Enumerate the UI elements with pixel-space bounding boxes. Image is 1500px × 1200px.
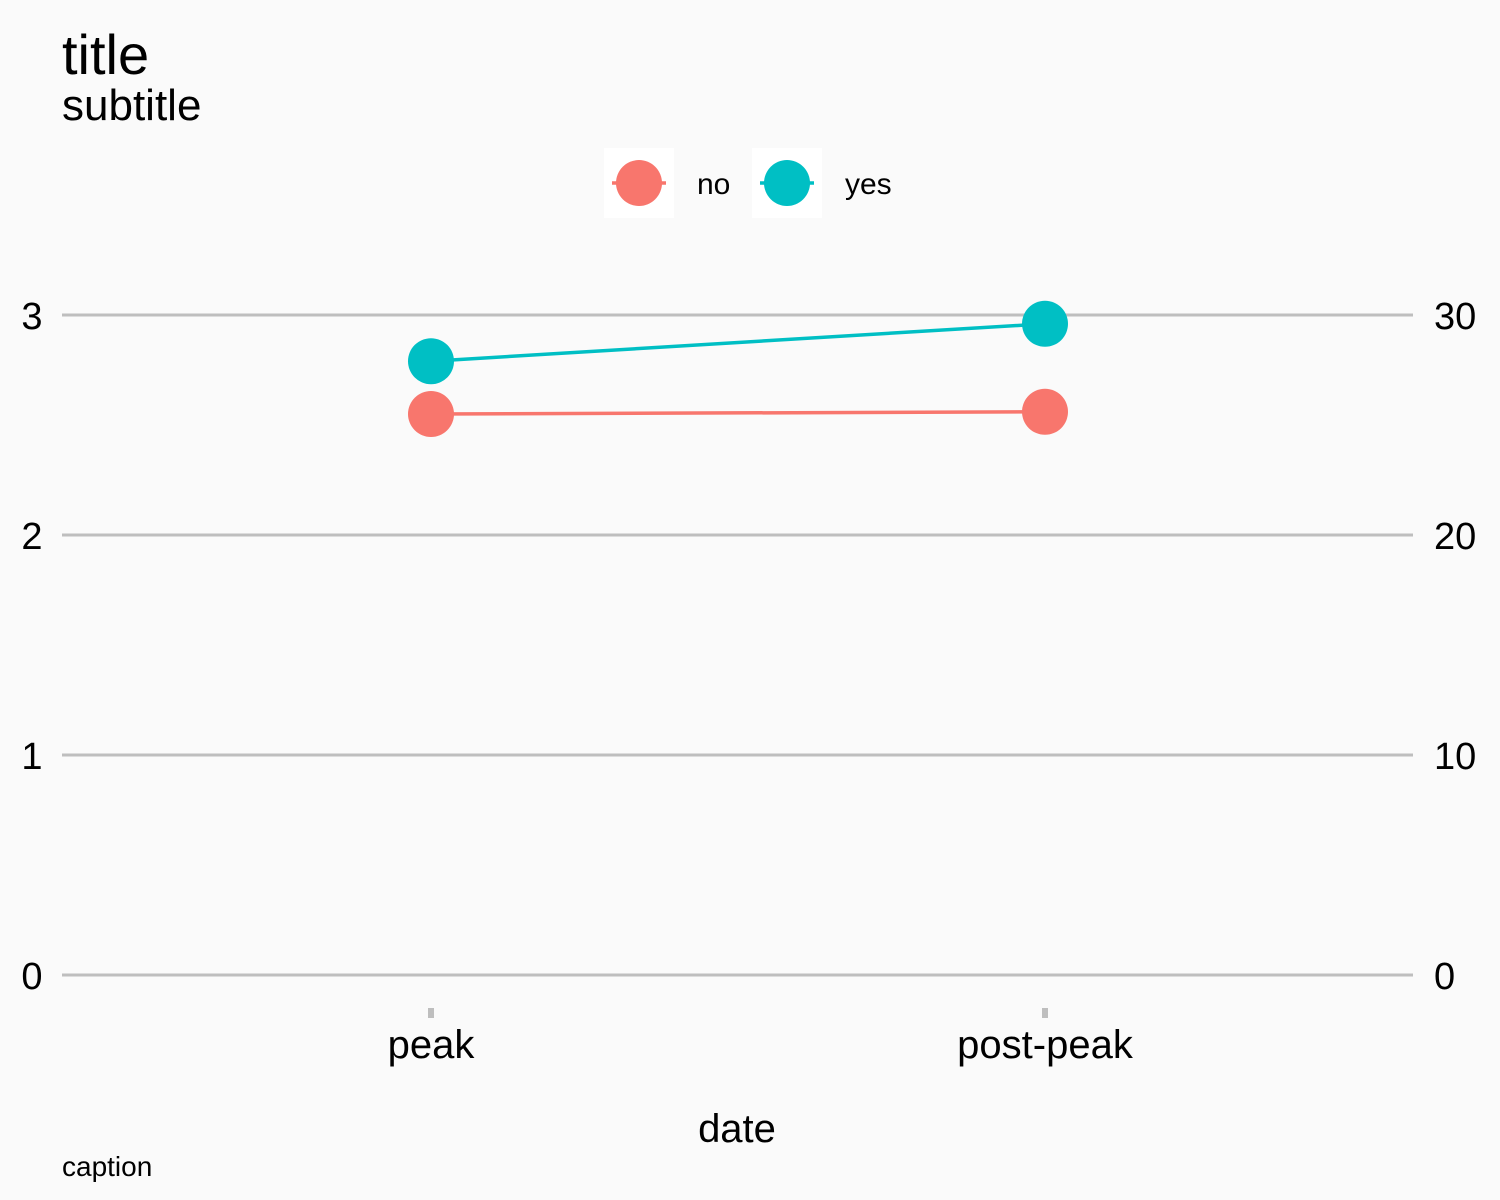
- y-axis-left: 0 1 2 3: [21, 296, 42, 998]
- chart-caption: caption: [62, 1151, 152, 1182]
- data-point-no: [408, 391, 454, 437]
- x-tick-label: post-peak: [957, 1023, 1134, 1067]
- chart-title: title: [62, 23, 149, 86]
- y2-tick-label: 30: [1434, 296, 1476, 338]
- data-point-yes: [1022, 300, 1068, 347]
- y2-tick-label: 0: [1434, 956, 1455, 998]
- chart-subtitle: subtitle: [62, 81, 201, 130]
- legend-label: yes: [845, 168, 892, 201]
- y-axis-right: 0 10 20 30: [1434, 296, 1476, 998]
- y-tick-label: 3: [21, 296, 42, 338]
- x-axis: peak post-peak: [388, 1008, 1134, 1067]
- x-axis-title: date: [698, 1107, 776, 1151]
- data-point-no: [1022, 388, 1068, 435]
- y2-tick-label: 10: [1434, 736, 1476, 778]
- series-line-yes: [430, 322, 1046, 363]
- gridlines: [62, 313, 1413, 977]
- series-layer: [408, 300, 1068, 437]
- legend-label: no: [697, 168, 730, 201]
- x-tick-label: peak: [388, 1023, 476, 1067]
- legend: no yes: [604, 148, 892, 218]
- y2-tick-label: 20: [1434, 516, 1476, 558]
- y-tick-label: 2: [21, 516, 42, 558]
- y-tick-label: 0: [21, 956, 42, 998]
- series-line-no: [430, 410, 1046, 416]
- legend-key-point: [616, 160, 662, 206]
- legend-key-point: [764, 160, 810, 206]
- y-tick-label: 1: [21, 736, 42, 778]
- data-point-yes: [408, 338, 454, 385]
